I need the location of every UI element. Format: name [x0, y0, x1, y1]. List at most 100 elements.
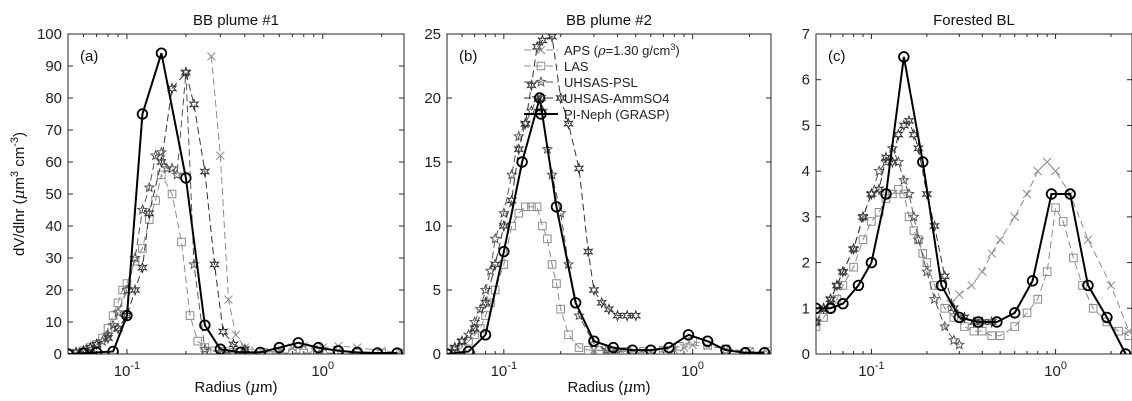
data-point-10 — [234, 346, 247, 354]
x-tick-label: 10-1 — [114, 360, 140, 380]
y-tick-label: 90 — [45, 58, 62, 75]
data-point-21 — [960, 322, 969, 331]
data-point-9 — [953, 311, 965, 324]
data-point-16 — [171, 168, 183, 180]
data-point-11 — [514, 208, 524, 218]
data-point-9 — [118, 285, 127, 295]
data-point-26 — [1010, 322, 1020, 331]
data-point-11 — [892, 155, 905, 167]
data-point-12 — [1083, 235, 1093, 245]
data-point-33 — [396, 348, 404, 354]
data-point-17 — [922, 258, 932, 267]
series-4 — [70, 66, 251, 354]
data-point-8 — [588, 335, 600, 347]
x-tick-label: 10-1 — [858, 360, 884, 380]
data-point-28 — [299, 348, 309, 354]
legend-label: APS (ρ=1.30 g/cm3) — [564, 42, 680, 59]
data-point-8 — [199, 319, 211, 331]
data-point-0 — [535, 108, 547, 120]
data-point-19 — [573, 309, 585, 321]
data-point-11 — [143, 181, 156, 193]
legend-label: LAS — [564, 59, 589, 74]
series-1 — [207, 52, 404, 354]
data-point-22 — [969, 326, 979, 336]
data-point-0 — [535, 91, 547, 105]
data-point-3 — [91, 338, 103, 351]
y-tick-label: 4 — [802, 163, 810, 180]
data-point-20 — [953, 338, 966, 350]
series-line — [816, 56, 1127, 354]
legend-label: UHSAS-AmmSO4 — [564, 91, 669, 106]
data-point-1 — [77, 347, 90, 354]
data-point-17 — [177, 237, 186, 247]
data-point-5 — [475, 324, 485, 333]
data-point-10 — [531, 40, 543, 54]
data-point-7 — [917, 156, 929, 168]
data-point-21 — [574, 343, 584, 352]
data-point-3 — [231, 330, 241, 340]
data-point-10 — [972, 316, 984, 328]
y-tick-label: 50 — [45, 186, 62, 203]
data-point-0 — [447, 348, 453, 354]
data-point-6 — [858, 235, 868, 245]
data-point-32 — [1069, 253, 1078, 263]
data-point-11 — [894, 185, 903, 194]
panel-letter: (b) — [459, 48, 477, 65]
data-point-19 — [199, 343, 211, 354]
data-point-16 — [921, 187, 933, 201]
data-point-19 — [947, 334, 960, 346]
data-point-3 — [480, 296, 491, 310]
data-point-14 — [312, 341, 325, 354]
chart-title: Forested BL — [933, 12, 1015, 29]
data-point-2 — [469, 322, 480, 335]
data-point-14 — [763, 348, 771, 354]
data-point-2 — [224, 295, 233, 304]
data-point-3 — [498, 245, 510, 258]
data-point-20 — [564, 330, 573, 340]
data-point-11 — [892, 128, 904, 141]
series-line — [454, 96, 618, 352]
data-point-1 — [824, 302, 837, 314]
data-point-8 — [874, 207, 884, 217]
y-tick-label: 20 — [424, 90, 441, 107]
series-5 — [816, 51, 1132, 354]
data-point-9 — [214, 343, 227, 354]
data-point-15 — [332, 345, 344, 354]
data-point-13 — [903, 114, 915, 128]
data-point-20 — [612, 309, 623, 322]
series-5 — [68, 47, 403, 354]
data-point-8 — [121, 283, 133, 295]
data-point-34 — [1088, 303, 1098, 313]
data-point-12 — [899, 189, 909, 199]
data-point-7 — [486, 298, 495, 308]
data-point-21 — [600, 344, 613, 354]
data-point-27 — [288, 348, 297, 354]
data-point-7 — [129, 283, 141, 297]
data-point-5 — [880, 188, 892, 200]
data-point-16 — [921, 265, 933, 277]
data-point-12 — [663, 341, 675, 354]
data-point-13 — [292, 337, 304, 349]
data-point-19 — [193, 336, 203, 346]
data-point-10 — [512, 130, 525, 142]
data-point-9 — [143, 206, 155, 220]
data-point-18 — [1119, 348, 1132, 354]
legend-label: UHSAS-PSL — [564, 75, 638, 90]
data-point-19 — [940, 303, 950, 313]
data-point-16 — [167, 189, 177, 199]
data-point-18 — [939, 270, 951, 283]
data-point-14 — [199, 165, 211, 178]
legend-item-2: LAS — [524, 59, 589, 74]
y-axis-label: dV/dlnr (μm3 cm-3) — [9, 132, 28, 256]
data-point-1 — [216, 151, 225, 160]
data-point-8 — [498, 207, 510, 219]
data-point-15 — [720, 344, 732, 354]
data-point-8 — [669, 345, 679, 354]
data-point-12 — [1009, 307, 1021, 319]
data-point-6 — [550, 201, 563, 213]
y-tick-label: 0 — [802, 346, 810, 363]
legend: APS (ρ=1.30 g/cm3)LASUHSAS-PSLUHSAS-AmmS… — [524, 42, 680, 122]
x-axis-label: Radius (μm) — [194, 378, 277, 396]
y-tick-label: 3 — [802, 209, 810, 226]
